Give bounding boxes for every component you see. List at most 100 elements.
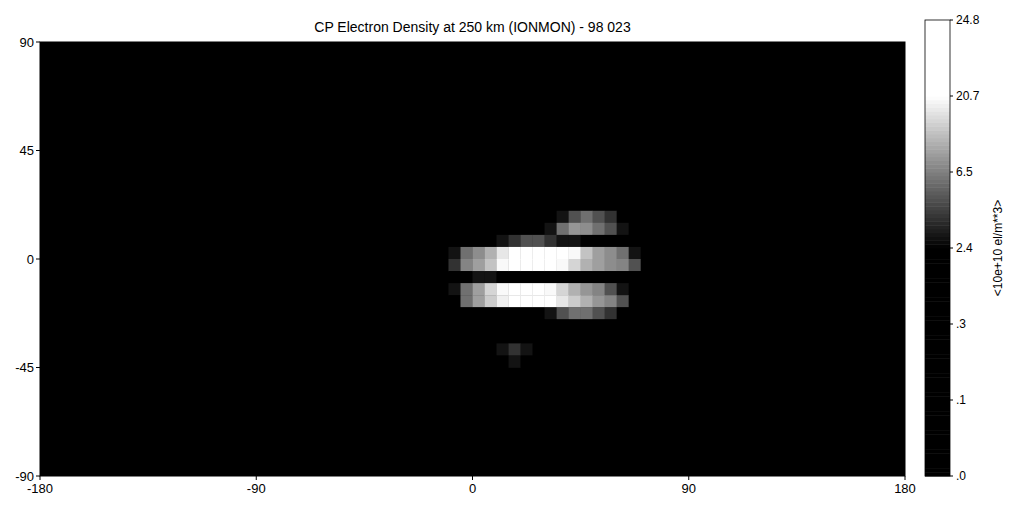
cell: [629, 343, 641, 355]
cell: [581, 355, 593, 367]
colorbar-slice: [925, 62, 950, 66]
cell: [653, 295, 665, 307]
cell: [653, 223, 665, 235]
colorbar-slice: [925, 176, 950, 180]
cell: [581, 211, 593, 223]
cell: [521, 319, 533, 331]
cell: [521, 355, 533, 367]
cell: [569, 343, 581, 355]
cell: [557, 319, 569, 331]
cell: [545, 295, 557, 307]
cell: [557, 211, 569, 223]
colorbar-tick: [950, 20, 953, 21]
cell: [448, 235, 460, 247]
colorbar-slice: [925, 210, 950, 214]
colorbar-slice: [925, 263, 950, 267]
cell: [509, 307, 521, 319]
colorbar-slice: [925, 218, 950, 222]
colorbar-tick: [950, 324, 953, 325]
colorbar-tick: [950, 172, 953, 173]
colorbar-slice: [925, 275, 950, 279]
cell: [533, 211, 545, 223]
cell: [557, 271, 569, 283]
cell: [497, 223, 509, 235]
cell: [509, 223, 521, 235]
y-tick-label: -90: [15, 469, 34, 484]
colorbar-slice: [925, 370, 950, 374]
colorbar-slice: [925, 187, 950, 191]
cell: [629, 223, 641, 235]
cell: [497, 283, 509, 295]
colorbar-slice: [925, 58, 950, 62]
cell: [485, 355, 497, 367]
colorbar-slice: [925, 172, 950, 176]
cell: [569, 355, 581, 367]
cell: [653, 355, 665, 367]
colorbar-slice: [925, 404, 950, 408]
colorbar-slice: [925, 294, 950, 298]
colorbar-slice: [925, 427, 950, 431]
colorbar-slice: [925, 183, 950, 187]
cell: [641, 331, 653, 343]
cell: [448, 271, 460, 283]
cell: [593, 331, 605, 343]
colorbar-slice: [925, 305, 950, 309]
colorbar-slice: [925, 39, 950, 43]
colorbar-slice: [925, 290, 950, 294]
cell: [509, 355, 521, 367]
cell: [593, 247, 605, 259]
cell: [581, 331, 593, 343]
colorbar-slice: [925, 339, 950, 343]
cell: [557, 283, 569, 295]
cell: [460, 355, 472, 367]
cell: [605, 343, 617, 355]
cell: [557, 247, 569, 259]
cell: [617, 235, 629, 247]
colorbar-slice: [925, 434, 950, 438]
cell: [521, 235, 533, 247]
colorbar-slice: [925, 77, 950, 81]
cell: [593, 319, 605, 331]
colorbar-tick: [950, 400, 953, 401]
colorbar-slice: [925, 233, 950, 237]
cell: [497, 235, 509, 247]
cell: [533, 343, 545, 355]
colorbar-slice: [925, 164, 950, 168]
cell: [521, 307, 533, 319]
cell: [629, 259, 641, 271]
cell: [545, 283, 557, 295]
colorbar-slice: [925, 366, 950, 370]
cell: [605, 319, 617, 331]
cell: [448, 307, 460, 319]
colorbar-slice: [925, 81, 950, 85]
cell: [557, 355, 569, 367]
cell: [497, 343, 509, 355]
colorbar-tick: [950, 96, 953, 97]
cell: [653, 211, 665, 223]
cell: [448, 355, 460, 367]
colorbar-slice: [925, 100, 950, 104]
colorbar-slice: [925, 438, 950, 442]
colorbar-slice: [925, 191, 950, 195]
colorbar: .0.1.32.46.520.724.8<10e+10 el/m**3>: [925, 13, 1005, 483]
cell: [521, 295, 533, 307]
cell: [485, 211, 497, 223]
colorbar-slice: [925, 142, 950, 146]
cell: [473, 295, 485, 307]
cell: [581, 271, 593, 283]
colorbar-slice: [925, 119, 950, 123]
cell: [533, 235, 545, 247]
cell: [617, 259, 629, 271]
cell: [545, 307, 557, 319]
cell: [605, 235, 617, 247]
cell: [521, 271, 533, 283]
colorbar-tick-label: .0: [956, 469, 966, 483]
colorbar-slice: [925, 385, 950, 389]
colorbar-slice: [925, 214, 950, 218]
cell: [460, 331, 472, 343]
cell: [473, 211, 485, 223]
colorbar-slice: [925, 381, 950, 385]
colorbar-slice: [925, 123, 950, 127]
cell: [557, 235, 569, 247]
cell: [509, 247, 521, 259]
